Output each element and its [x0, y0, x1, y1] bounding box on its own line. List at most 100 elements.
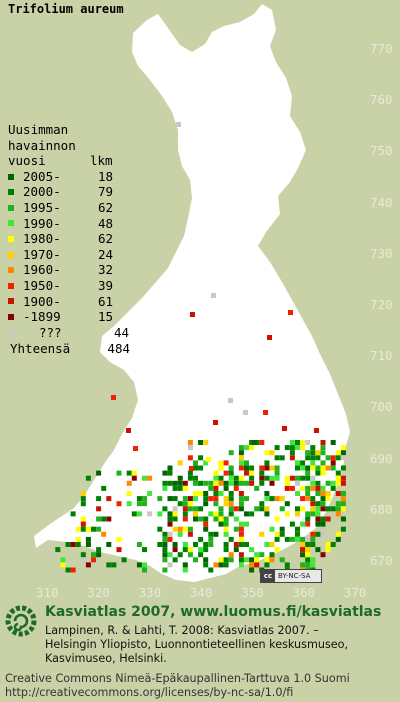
observation-cell: [177, 480, 183, 486]
observation-cell: [203, 491, 209, 496]
observation-cell: [177, 531, 183, 537]
observation-cell: [106, 516, 112, 522]
observation-cell: [203, 501, 209, 507]
y-axis-label: 710: [370, 348, 393, 364]
observation-cell: [136, 496, 142, 502]
observation-cell: [300, 445, 306, 451]
observation-cell: [182, 562, 188, 568]
observation-cell: [177, 460, 183, 466]
observation-cell: [335, 506, 341, 512]
observation-cell: [259, 470, 265, 476]
legend-swatch: [8, 189, 14, 196]
observation-cell: [274, 470, 280, 476]
license-url[interactable]: http://creativecommons.org/licenses/by-n…: [5, 686, 294, 699]
observation-cell: [126, 470, 132, 476]
observation-cell: [136, 562, 142, 568]
legend-label: 1900-: [23, 293, 61, 309]
observation-cell: [85, 542, 91, 547]
observation-cell: [295, 526, 300, 532]
observation-cell: [274, 455, 280, 461]
legend-label: 1990-: [23, 215, 61, 231]
observation-cell: [254, 485, 260, 491]
observation-cell: [300, 460, 306, 466]
observation-cell: [167, 511, 173, 517]
observation-cell: [157, 542, 163, 547]
observation-cell: [126, 428, 131, 433]
observation-cell: [96, 547, 102, 553]
observation-cell: [106, 562, 112, 568]
observation-cell: [167, 552, 173, 558]
observation-cell: [330, 480, 336, 486]
observation-cell: [75, 542, 81, 547]
observation-cell: [305, 542, 311, 547]
observation-cell: [330, 460, 336, 466]
observation-cell: [279, 496, 285, 502]
observation-cell: [228, 496, 234, 502]
observation-cell: [264, 496, 270, 502]
observation-cell: [177, 485, 183, 491]
observation-cell: [182, 516, 188, 522]
observation-cell: [330, 485, 336, 491]
observation-cell: [208, 485, 214, 491]
observation-cell: [269, 480, 275, 486]
observation-cell: [203, 521, 209, 527]
observation-cell: [223, 496, 229, 502]
legend-row: 1970- 24: [8, 247, 130, 263]
observation-cell: [208, 496, 214, 502]
x-axis-label: 310: [36, 585, 59, 600]
citation-line: Kasvimuseo, Helsinki.: [45, 652, 167, 665]
observation-cell: [305, 552, 311, 558]
observation-cell: [116, 547, 122, 553]
observation-cell: [131, 475, 137, 481]
observation-cell: [315, 516, 321, 522]
observation-cell: [203, 526, 209, 532]
observation-cell: [274, 531, 280, 537]
observation-cell: [218, 475, 224, 481]
observation-cell: [305, 511, 311, 517]
observation-cell: [223, 542, 229, 547]
observation-cell: [167, 480, 173, 486]
observation-cell: [182, 567, 188, 573]
observation-cell: [279, 531, 285, 537]
observation-cell: [325, 506, 331, 512]
observation-cell: [228, 511, 234, 517]
observation-cell: [259, 552, 265, 558]
observation-cell: [106, 496, 112, 502]
observation-cell: [101, 531, 107, 537]
y-axis-label: 690: [370, 450, 393, 466]
legend-row: ??? 44: [8, 325, 130, 341]
observation-cell: [203, 440, 209, 445]
observation-cell: [96, 496, 102, 502]
observation-cell: [264, 460, 270, 466]
observation-cell: [259, 531, 265, 537]
observation-cell: [264, 475, 270, 481]
observation-cell: [133, 446, 138, 451]
observation-cell: [244, 480, 249, 486]
observation-cell: [228, 506, 234, 512]
cc-license-badge[interactable]: cc BY-NC-SA: [260, 569, 322, 583]
observation-cell: [116, 501, 122, 507]
observation-cell: [249, 511, 255, 517]
citation-line: Helsingin Yliopisto, Luonnontieteellinen…: [45, 638, 349, 651]
observation-cell: [203, 557, 209, 563]
observation-cell: [320, 440, 326, 445]
observation-cell: [223, 526, 229, 532]
finland-map: [34, 4, 350, 582]
observation-cell: [264, 465, 270, 471]
observation-cell: [289, 445, 295, 451]
observation-cell: [85, 475, 91, 481]
observation-cell: [279, 455, 285, 461]
observation-cell: [264, 450, 270, 456]
observation-cell: [162, 480, 168, 486]
observation-cell: [213, 420, 218, 425]
observation-cell: [320, 501, 326, 507]
observation-cell: [193, 460, 198, 466]
atlas-title[interactable]: Kasviatlas 2007, www.luomus.fi/kasviatla…: [45, 604, 382, 620]
observation-cell: [126, 491, 132, 496]
legend-swatch: [8, 267, 14, 274]
observation-cell: [203, 460, 209, 466]
observation-cell: [269, 526, 275, 532]
observation-cell: [249, 562, 255, 568]
observation-cell: [238, 542, 244, 547]
observation-cell: [182, 511, 188, 517]
